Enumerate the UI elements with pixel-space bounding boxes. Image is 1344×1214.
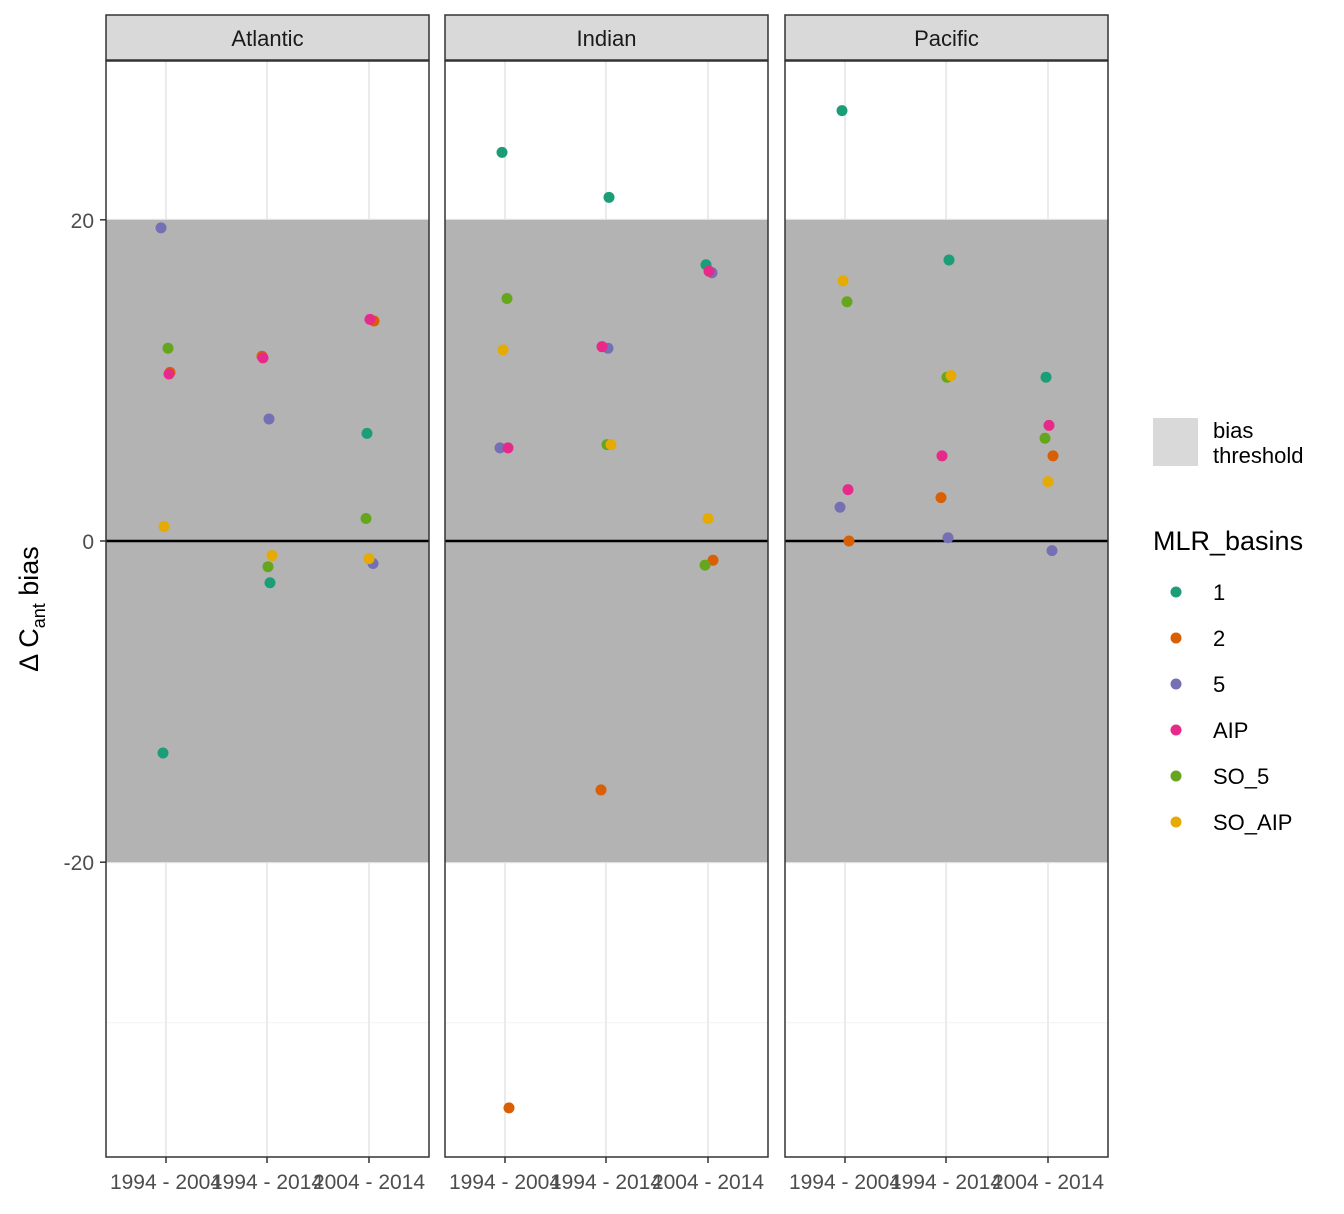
data-point-so-5 [262, 561, 274, 573]
x-tick-label: 2004 - 2014 [313, 1171, 425, 1194]
data-point-aip [842, 484, 854, 496]
legend-label-2: 2 [1213, 626, 1225, 651]
legend-key-1 [1170, 586, 1182, 598]
y-axis: -20 0 20 [64, 210, 106, 875]
data-point-1 [157, 747, 169, 759]
data-point-5 [1046, 545, 1058, 557]
y-axis-title: Δ Cant bias [14, 546, 49, 672]
data-point-so-aip [497, 344, 509, 356]
legend-threshold-label: threshold [1213, 443, 1304, 468]
data-point-1 [496, 146, 508, 158]
legend-key-2 [1170, 632, 1182, 644]
data-point-2 [843, 535, 855, 547]
legend: bias threshold MLR_basins 1 2 5 AIP SO_5 SO_A… [1153, 418, 1304, 835]
data-point-so-5 [841, 296, 853, 308]
legend-label-5: 5 [1213, 672, 1225, 697]
legend-bias-label: bias [1213, 418, 1253, 443]
data-point-1 [603, 191, 615, 203]
facet-strip-label: Atlantic [231, 26, 303, 51]
data-point-1 [264, 577, 276, 589]
y-tick-label: 0 [82, 531, 94, 554]
data-point-aip [1043, 419, 1055, 431]
x-tick-label: 1994 - 2014 [211, 1171, 323, 1194]
legend-items: 1 2 5 AIP SO_5 SO_AIP [1170, 580, 1292, 835]
legend-bias-threshold-key [1153, 418, 1198, 466]
data-point-so-5 [1039, 432, 1051, 444]
data-point-so-aip [837, 275, 849, 287]
data-point-2 [503, 1102, 515, 1114]
legend-key-so-5 [1170, 770, 1182, 782]
data-point-so-aip [1042, 476, 1054, 488]
data-point-5 [155, 222, 167, 234]
data-point-2 [595, 784, 607, 796]
y-tick-label: -20 [64, 852, 94, 875]
data-point-so-aip [266, 549, 278, 561]
x-tick-label: 1994 - 2014 [550, 1171, 662, 1194]
facet-strip-label: Indian [577, 26, 637, 51]
data-point-so-5 [501, 292, 513, 304]
legend-key-aip [1170, 724, 1182, 736]
data-point-aip [364, 313, 376, 325]
data-point-2 [707, 554, 719, 566]
legend-key-so-aip [1170, 816, 1182, 828]
data-point-so-5 [162, 342, 174, 354]
x-tick-label: 1994 - 2014 [890, 1171, 1002, 1194]
legend-key-5 [1170, 678, 1182, 690]
legend-label-so-aip: SO_AIP [1213, 810, 1292, 835]
legend-label-aip: AIP [1213, 718, 1248, 743]
data-point-1 [943, 254, 955, 266]
data-point-aip [596, 341, 608, 353]
x-tick-label: 2004 - 2014 [652, 1171, 764, 1194]
data-point-aip [163, 368, 175, 380]
data-point-so-aip [158, 521, 170, 533]
data-point-so-aip [363, 553, 375, 565]
facet-strip [784, 14, 1109, 61]
data-point-so-aip [605, 439, 617, 451]
data-point-1 [836, 105, 848, 117]
facet-strip [444, 14, 769, 61]
x-tick-label: 1994 - 2004 [110, 1171, 222, 1194]
data-point-5 [494, 442, 506, 454]
legend-label-so-5: SO_5 [1213, 764, 1269, 789]
data-point-aip [703, 265, 715, 277]
data-point-so-aip [702, 513, 714, 525]
facet-strip [105, 14, 430, 61]
data-point-so-5 [360, 513, 372, 525]
data-point-1 [361, 427, 373, 439]
x-tick-label: 1994 - 2004 [449, 1171, 561, 1194]
legend-label-1: 1 [1213, 580, 1225, 605]
data-point-aip [936, 450, 948, 462]
data-point-aip [502, 442, 514, 454]
data-point-aip [257, 352, 269, 364]
data-point-2 [1047, 450, 1059, 462]
y-tick-label: 20 [71, 210, 94, 233]
data-point-5 [263, 413, 275, 425]
data-point-1 [1040, 371, 1052, 383]
data-point-so-aip [945, 370, 957, 382]
data-point-2 [935, 492, 947, 504]
data-point-5 [942, 532, 954, 544]
x-tick-label: 2004 - 2014 [992, 1171, 1104, 1194]
facet-strip-label: Pacific [914, 26, 979, 51]
x-tick-label: 1994 - 2004 [789, 1171, 901, 1194]
data-point-5 [834, 501, 846, 513]
data-point-so-5 [699, 559, 711, 571]
legend-title: MLR_basins [1153, 526, 1303, 556]
